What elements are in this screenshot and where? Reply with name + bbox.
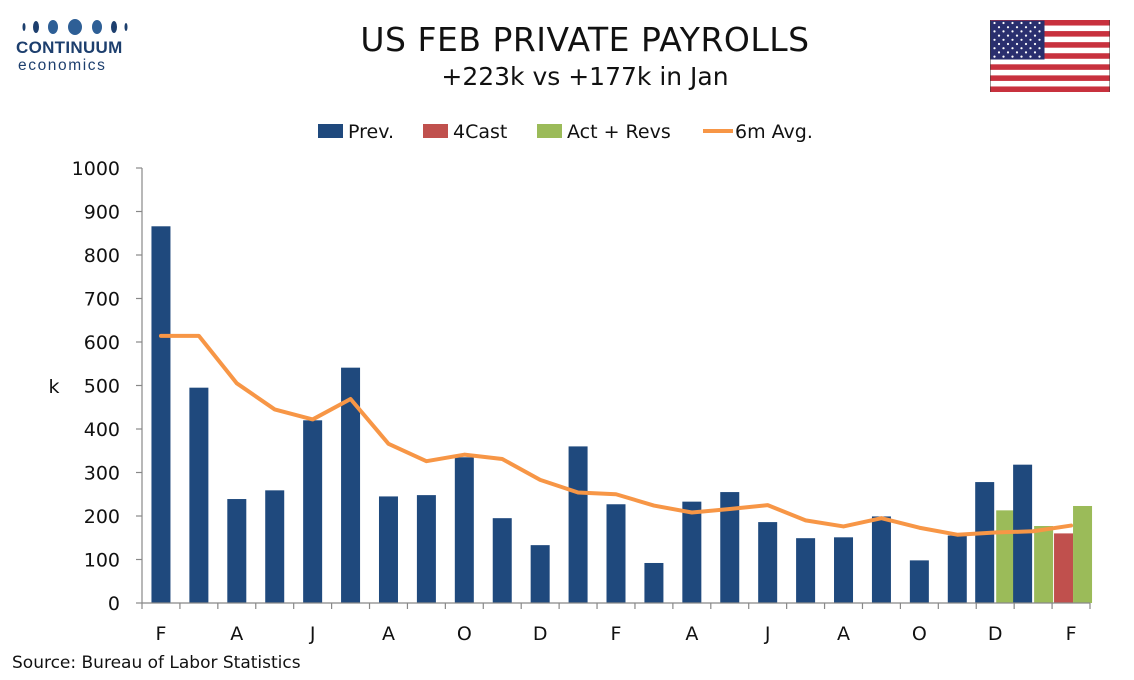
logo: CONTINUUM economics <box>14 14 134 76</box>
logo-brand-text: CONTINUUM <box>16 38 123 57</box>
bar-prev <box>871 516 891 603</box>
y-axis-label: k <box>48 376 59 398</box>
y-tick-label: 900 <box>84 202 120 224</box>
chart-subtitle: +223k vs +177k in Jan <box>441 62 729 91</box>
bar-prev <box>909 560 929 603</box>
bar-prev <box>682 501 702 603</box>
bar-4cast <box>1054 533 1074 603</box>
bar-prev <box>758 522 778 603</box>
bar-prev <box>644 562 664 603</box>
x-tick-label: D <box>533 623 548 645</box>
avg-line <box>158 333 1074 537</box>
bar-prev <box>530 545 550 603</box>
bar-prev <box>303 420 323 603</box>
bar-prev <box>341 367 361 603</box>
us-flag-icon <box>990 20 1110 92</box>
bar-prev <box>1013 464 1033 603</box>
x-tick-label: F <box>1066 623 1077 645</box>
chart-title: US FEB PRIVATE PAYROLLS <box>360 20 810 59</box>
bar-prev <box>606 504 626 603</box>
x-tick-label: O <box>912 623 927 645</box>
x-tick-label: A <box>837 623 850 645</box>
bar-act-revs <box>996 510 1016 603</box>
legend-swatch <box>537 124 562 138</box>
x-tick-label: J <box>764 623 771 645</box>
x-tick-label: A <box>230 623 243 645</box>
x-tick-label: A <box>382 623 395 645</box>
legend: Prev. 4Cast Act + Revs 6m Avg. <box>318 121 813 143</box>
bar-prev <box>720 492 740 603</box>
x-tick-label: A <box>685 623 698 645</box>
bar-prev <box>416 495 436 603</box>
y-tick-label: 100 <box>84 550 120 572</box>
legend-label: 4Cast <box>453 121 507 143</box>
bar-prev <box>796 538 816 603</box>
bar-prev <box>492 518 512 603</box>
y-tick-label: 400 <box>84 419 120 441</box>
source-note: Source: Bureau of Labor Statistics <box>12 653 301 673</box>
bar-act-revs <box>1034 526 1054 603</box>
bar-prev <box>454 457 474 603</box>
y-tick-label: 1000 <box>72 158 120 180</box>
y-tick-label: 300 <box>84 463 120 485</box>
logo-sub-text: economics <box>18 57 107 74</box>
x-tick-label: F <box>611 623 622 645</box>
y-tick-label: 600 <box>84 332 120 354</box>
bar-prev <box>975 482 995 603</box>
bar-act-revs <box>1073 505 1093 603</box>
x-tick-label: O <box>457 623 472 645</box>
y-axis: 0 100 200 300 400 500 600 700 800 900 1000 <box>72 158 143 615</box>
y-tick-label: 0 <box>108 593 120 615</box>
bar-prev <box>227 499 247 603</box>
series-line-6m-avg <box>158 333 1074 537</box>
bar-prev <box>378 496 398 603</box>
bar-prev <box>568 446 588 603</box>
payrolls-chart: Prev. 4Cast Act + Revs 6m Avg. 0 100 200 300 40… <box>48 121 1093 645</box>
x-tick-label: D <box>988 623 1003 645</box>
bar-prev <box>189 387 209 603</box>
bar-prev <box>151 226 171 604</box>
bar-prev <box>834 537 854 603</box>
y-tick-label: 500 <box>84 376 120 398</box>
legend-swatch <box>318 124 343 138</box>
legend-label: Prev. <box>348 121 394 143</box>
x-tick-label: F <box>155 623 166 645</box>
y-tick-label: 800 <box>84 245 120 267</box>
bar-prev <box>265 490 285 603</box>
legend-label: Act + Revs <box>567 121 671 143</box>
legend-swatch <box>423 124 448 138</box>
legend-label: 6m Avg. <box>735 121 813 143</box>
x-tick-label: J <box>309 623 316 645</box>
y-tick-label: 200 <box>84 506 120 528</box>
bar-prev <box>947 535 967 603</box>
logo-dots-icon <box>22 19 128 35</box>
y-tick-label: 700 <box>84 289 120 311</box>
